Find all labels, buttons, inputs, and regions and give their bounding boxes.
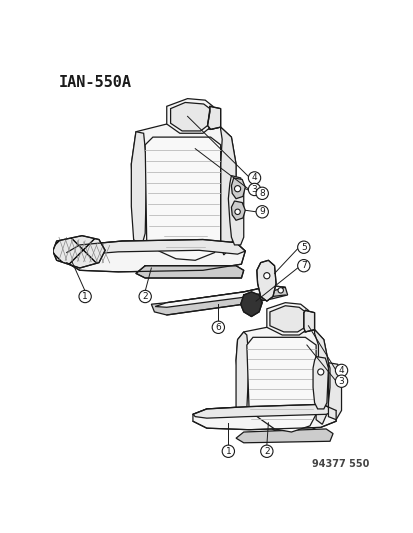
Polygon shape (303, 310, 314, 332)
Polygon shape (314, 329, 328, 424)
Polygon shape (131, 124, 235, 264)
Circle shape (211, 321, 224, 334)
Text: 94377 550: 94377 550 (311, 459, 368, 469)
Polygon shape (166, 99, 212, 133)
Circle shape (335, 364, 347, 377)
Circle shape (297, 241, 309, 253)
Polygon shape (66, 239, 244, 255)
Polygon shape (228, 175, 243, 245)
Circle shape (234, 209, 240, 214)
Text: 7: 7 (300, 261, 306, 270)
Polygon shape (220, 127, 235, 255)
Polygon shape (231, 201, 244, 220)
Polygon shape (235, 327, 328, 433)
Circle shape (248, 183, 260, 196)
Polygon shape (207, 106, 220, 130)
Polygon shape (151, 286, 287, 315)
Text: 4: 4 (338, 366, 344, 375)
Circle shape (79, 290, 91, 303)
Polygon shape (192, 405, 335, 430)
Polygon shape (256, 260, 275, 301)
Polygon shape (235, 429, 332, 443)
Circle shape (335, 375, 347, 387)
Text: 8: 8 (259, 189, 264, 198)
Polygon shape (192, 405, 335, 418)
Polygon shape (231, 178, 244, 199)
Circle shape (256, 206, 268, 218)
Circle shape (263, 273, 269, 279)
Polygon shape (312, 357, 328, 409)
Polygon shape (246, 337, 316, 432)
Text: 1: 1 (225, 447, 231, 456)
Polygon shape (131, 132, 146, 247)
Polygon shape (235, 332, 249, 414)
Circle shape (256, 187, 268, 199)
Circle shape (222, 445, 234, 457)
Text: 5: 5 (300, 243, 306, 252)
Text: 6: 6 (215, 323, 221, 332)
Circle shape (248, 172, 260, 184)
Text: 4: 4 (251, 173, 257, 182)
Text: 3: 3 (251, 185, 257, 194)
Polygon shape (266, 303, 308, 335)
Circle shape (297, 260, 309, 272)
Circle shape (139, 290, 151, 303)
Circle shape (260, 445, 272, 457)
Text: 1: 1 (82, 292, 88, 301)
Polygon shape (66, 239, 244, 272)
Polygon shape (52, 236, 105, 268)
Polygon shape (328, 363, 341, 419)
Circle shape (234, 185, 240, 192)
Text: 9: 9 (259, 207, 264, 216)
Polygon shape (240, 292, 261, 317)
Polygon shape (170, 102, 209, 131)
Polygon shape (155, 286, 285, 308)
Polygon shape (145, 137, 220, 260)
Polygon shape (135, 265, 243, 278)
Text: IAN-550A: IAN-550A (59, 75, 132, 90)
Text: 2: 2 (263, 447, 269, 456)
Text: 2: 2 (142, 292, 147, 301)
Text: 3: 3 (338, 377, 344, 386)
Circle shape (278, 288, 283, 293)
Circle shape (317, 369, 323, 375)
Polygon shape (269, 306, 305, 332)
